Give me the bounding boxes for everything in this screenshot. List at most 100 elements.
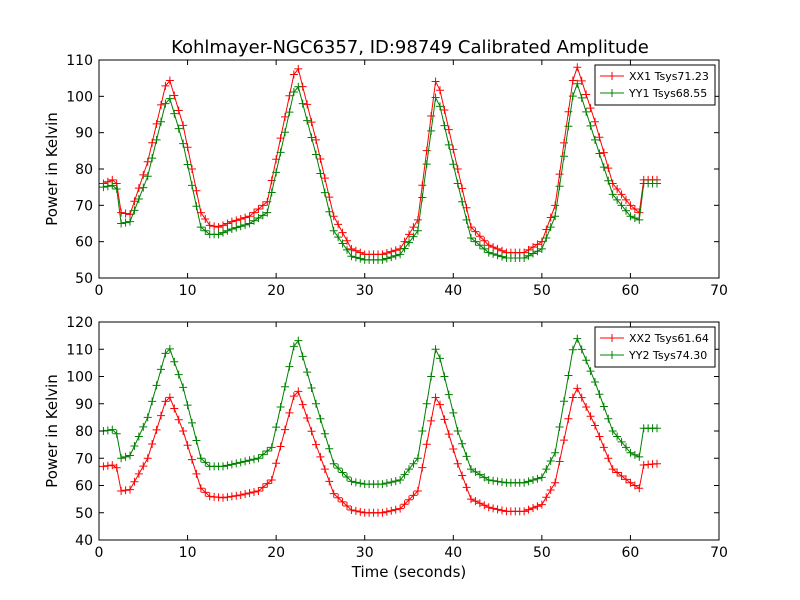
data-point [219,228,227,237]
data-point [294,64,303,73]
data-point [312,135,320,144]
data-point [484,476,493,485]
x-tick-label: 20 [267,283,285,299]
data-point [281,382,289,391]
data-point [241,490,250,499]
data-point [121,209,130,218]
legend: XX1 Tsys71.23 YY1 Tsys68.55 [594,64,716,106]
data-point [170,357,179,366]
data-point [484,248,493,257]
data-point [431,77,440,86]
data-point [329,212,338,221]
data-point [529,476,537,485]
data-point [188,455,196,464]
data-point [480,236,489,245]
data-point [139,462,148,471]
data-point [179,121,188,130]
y-tick-label: 100 [66,370,93,386]
y-tick-label: 60 [75,235,93,251]
data-point [161,349,170,358]
data-point [183,441,192,450]
data-point [276,402,285,411]
x-tick-label: 40 [444,283,462,299]
data-point [219,221,227,230]
data-point [294,387,303,396]
data-point [134,469,143,478]
data-point [254,454,263,463]
data-point [462,483,471,492]
data-point [219,493,227,502]
data-point [192,469,201,478]
data-point [214,230,223,239]
data-point [152,135,161,144]
series-2 [99,334,661,489]
data-point [241,457,250,466]
data-point [568,393,577,402]
data-point [440,121,449,130]
data-point [258,483,267,492]
data-point [157,100,165,109]
data-point [165,94,174,103]
data-point [201,458,210,467]
y-tick-label: 50 [75,506,93,522]
data-point [520,254,529,263]
data-point [489,504,498,513]
x-tick-label: 10 [179,283,197,299]
data-point [533,240,542,249]
data-point [294,336,303,345]
data-point [192,186,201,195]
data-point [325,193,334,202]
y-tick-label: 50 [75,271,93,287]
y-axis-label: Power in Kelvin [43,374,61,488]
data-point [613,468,622,477]
data-point [489,249,498,258]
data-point [227,224,236,233]
data-point [599,402,608,411]
data-point [440,372,449,381]
data-point [546,213,555,222]
data-point [400,470,409,479]
data-point [449,444,458,453]
y-tick-label: 120 [66,315,93,331]
data-point [471,497,480,506]
legend-entry: XX1 Tsys71.23 [600,70,709,83]
data-point [356,507,365,516]
data-point [444,125,453,134]
data-point [444,390,453,399]
data-point [285,408,294,417]
data-point [498,478,506,487]
data-point [347,477,356,486]
data-point [126,217,134,226]
data-point [316,414,325,423]
x-tick-label: 70 [710,283,728,299]
data-point [152,425,161,434]
data-point [555,170,564,179]
data-point [174,370,183,379]
data-point [232,223,241,232]
data-point [285,362,294,371]
data-point [174,124,183,133]
data-point [214,223,223,232]
legend-box [594,326,716,368]
data-point [196,484,205,493]
top-panel: 0 10 20 30 40 50 60 70 50 60 70 80 90 100 110 Power in … [43,53,728,299]
data-point [595,432,604,441]
data-point [604,454,613,463]
data-point [387,253,396,262]
series-line [103,82,657,261]
data-point [560,138,568,147]
data-point [183,401,192,410]
data-point [440,105,449,114]
data-point [236,458,245,467]
data-point [312,150,320,159]
data-point [241,213,250,222]
data-point [622,206,630,215]
data-point [254,204,263,213]
y-tick-label: 40 [75,533,93,549]
data-point [471,237,480,246]
data-point [334,220,343,229]
data-point [436,400,444,409]
data-point [325,477,334,486]
data-point [325,207,334,216]
data-point [440,415,449,424]
